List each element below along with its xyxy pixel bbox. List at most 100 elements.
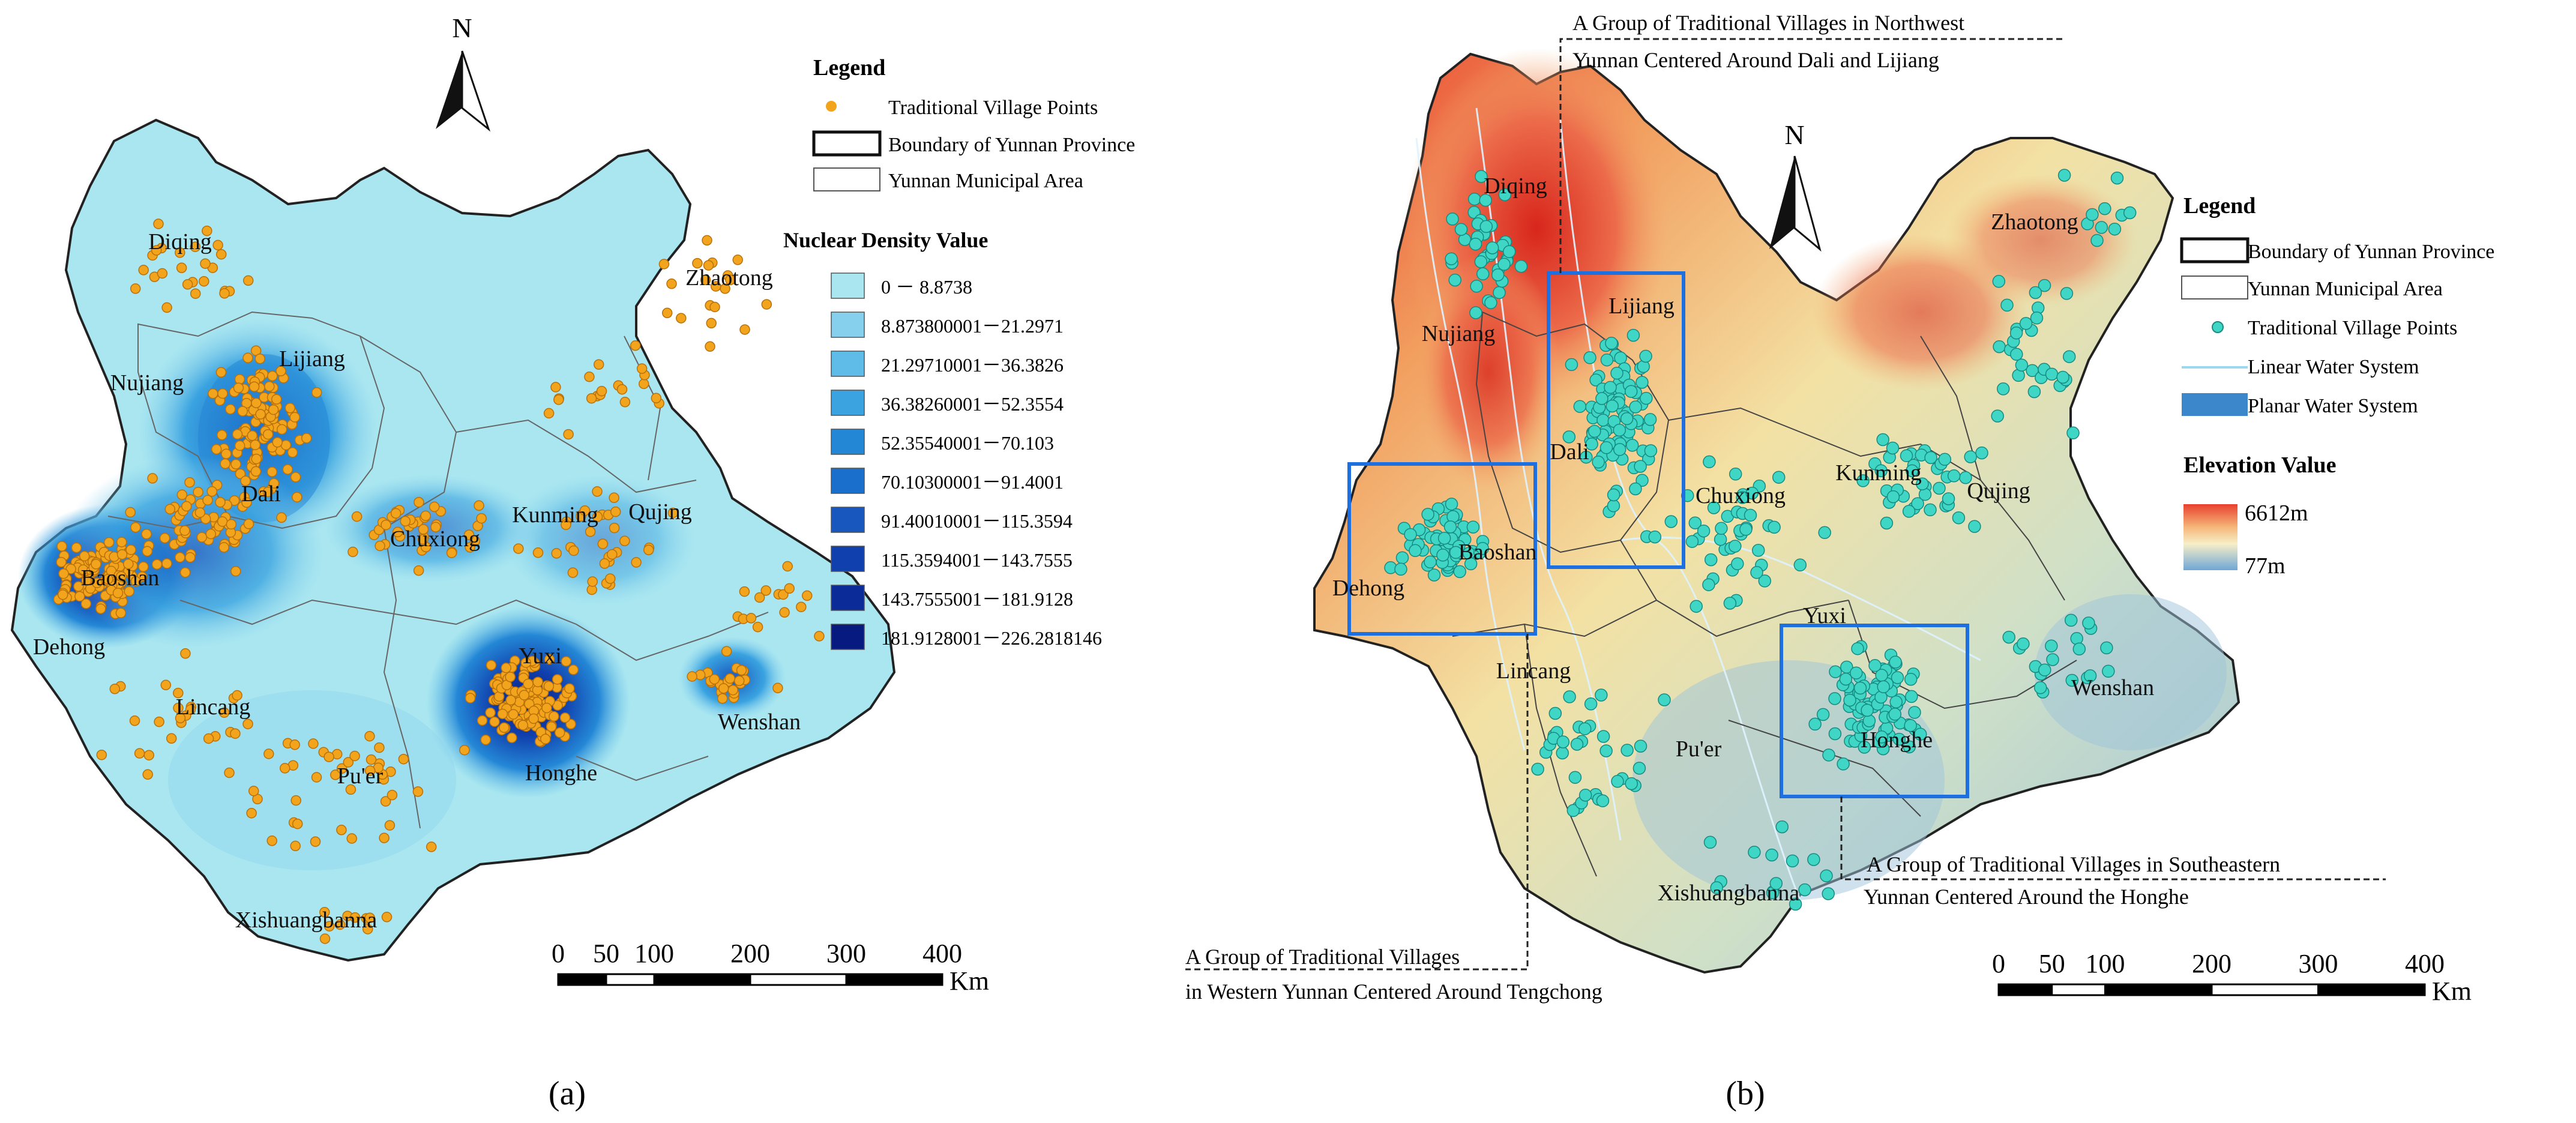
village-point-icon-b <box>2212 321 2224 333</box>
village-point-b <box>1822 748 1835 762</box>
density-class-label: 8.873800001－21.2971 <box>881 315 1064 337</box>
village-point-b <box>1605 337 1618 350</box>
village-point-b <box>1710 881 1723 894</box>
village-point-b <box>1924 503 1937 517</box>
village-point-a <box>176 262 187 274</box>
village-point-b <box>1568 771 1582 784</box>
village-point-a <box>739 586 750 597</box>
village-point-b <box>1620 412 1634 426</box>
legend-title-a: Legend <box>813 55 885 80</box>
village-point-b <box>1704 553 1718 567</box>
village-point-a <box>420 510 431 522</box>
elevation-title: Elevation Value <box>2183 453 2336 478</box>
scale-tick-label: 400 <box>2405 949 2445 978</box>
village-point-a <box>173 702 184 714</box>
density-title: Nuclear Density Value <box>783 228 988 252</box>
village-point-b <box>1562 430 1576 444</box>
village-point-b <box>2038 278 2051 292</box>
village-point-b <box>2102 664 2115 678</box>
village-point-a <box>507 732 517 744</box>
village-point-a <box>196 532 208 543</box>
village-point-a <box>157 268 168 279</box>
village-point-a <box>465 542 475 553</box>
municipal-boundaries-b <box>1452 311 2077 877</box>
village-point-a <box>364 912 375 923</box>
elevation-colorbar <box>2183 504 2237 570</box>
place-label-b: Qujing <box>1967 478 2030 504</box>
village-point-b <box>2090 233 2104 247</box>
village-point-a <box>346 833 357 844</box>
village-point-a <box>736 664 747 676</box>
density-swatch <box>831 546 865 572</box>
village-point-b <box>2038 663 2051 676</box>
village-point-a <box>289 739 300 750</box>
village-point-a <box>251 397 262 409</box>
place-label-a: Dali <box>241 481 280 507</box>
village-point-a <box>292 818 303 829</box>
village-point-b <box>1875 730 1888 744</box>
village-point-b <box>1607 488 1621 502</box>
place-label-a: Lincang <box>176 694 251 720</box>
village-point-b <box>1938 453 1952 466</box>
village-point-a <box>752 621 763 633</box>
village-point-a <box>319 933 331 944</box>
village-point-b <box>1861 703 1874 717</box>
village-point-a <box>138 265 149 275</box>
density-class-label: 143.7555001－181.9128 <box>881 588 1073 610</box>
village-point-b <box>1474 255 1488 268</box>
village-point-a <box>57 589 68 600</box>
village-point-b <box>1599 441 1613 454</box>
village-point-a <box>553 394 564 405</box>
village-point-b <box>2072 642 2086 656</box>
annotation-leaders <box>1185 38 2386 971</box>
village-point-a <box>414 496 424 508</box>
legend-item-a-1: Boundary of Yunnan Province <box>888 134 1135 156</box>
village-point-a <box>561 656 572 667</box>
legend-item-a-0: Traditional Village Points <box>888 97 1098 119</box>
village-point-b <box>1443 520 1457 534</box>
village-point-a <box>276 424 287 435</box>
annotation-1-line2: Yunnan Centered Around Dali and Lijiang <box>1572 48 1939 72</box>
village-point-a <box>733 675 745 687</box>
village-point-a <box>375 540 385 552</box>
village-point-a <box>276 512 287 523</box>
village-point-a <box>390 508 402 519</box>
village-point-b <box>1531 762 1544 776</box>
village-point-a <box>142 769 153 780</box>
village-point-a <box>568 545 579 556</box>
village-point-a <box>180 648 191 659</box>
village-point-a <box>109 684 121 694</box>
village-point-a <box>474 500 484 511</box>
scale-tick-label: 100 <box>2086 949 2125 978</box>
village-point-a <box>761 299 772 310</box>
village-point-b <box>1421 508 1434 521</box>
village-point-a <box>343 757 354 768</box>
village-point-b <box>1714 532 1727 546</box>
village-point-b <box>1664 515 1678 528</box>
village-point-b <box>1798 883 1811 897</box>
density-class-label: 21.29710001－36.3826 <box>881 354 1064 376</box>
village-point-a <box>796 601 807 612</box>
village-point-a <box>246 807 257 819</box>
scale-tick-label: 200 <box>730 939 770 968</box>
village-point-a <box>268 404 279 415</box>
village-point-a <box>801 590 813 601</box>
village-point-a <box>430 522 441 532</box>
village-point-a <box>190 241 201 252</box>
village-point-a <box>284 403 296 414</box>
village-point-b <box>1634 460 1647 473</box>
village-point-a <box>232 690 242 701</box>
density-swatch <box>831 351 865 377</box>
village-point-a <box>499 722 510 733</box>
village-point-b <box>1786 854 1799 868</box>
village-point-a <box>532 676 543 687</box>
annotation-3-line2: Yunnan Centered Around the Honghe <box>1864 885 2189 909</box>
village-point-b <box>1621 744 1634 757</box>
village-point-b <box>1888 708 1902 721</box>
village-point-a <box>290 472 301 483</box>
village-point-a <box>95 603 106 615</box>
village-point-a <box>638 378 649 390</box>
place-label-b: Wenshan <box>2071 675 2154 700</box>
village-point-a <box>709 301 720 313</box>
